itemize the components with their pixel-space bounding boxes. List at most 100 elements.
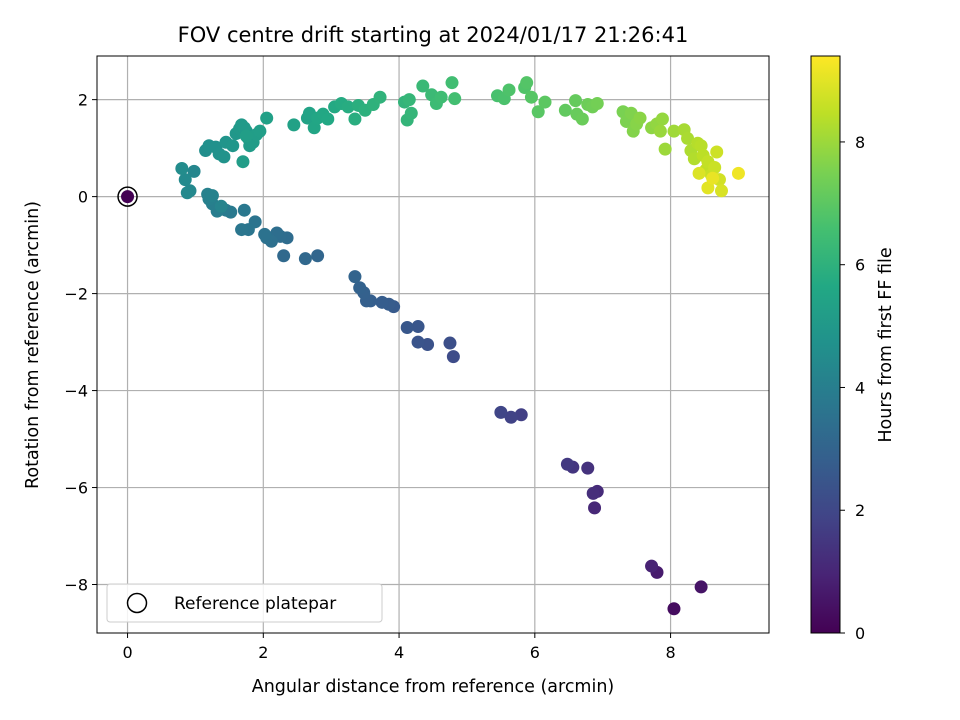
scatter-point bbox=[321, 112, 335, 126]
scatter-point bbox=[588, 501, 602, 515]
x-tick-label: 2 bbox=[258, 643, 268, 662]
y-tick-label: −4 bbox=[64, 382, 88, 401]
scatter-point bbox=[341, 100, 355, 114]
scatter-point bbox=[402, 93, 416, 107]
scatter-point bbox=[681, 131, 695, 145]
scatter-point bbox=[411, 335, 425, 349]
x-axis-label: Angular distance from reference (arcmin) bbox=[252, 677, 615, 697]
scatter-point bbox=[180, 186, 194, 200]
colorbar-ticks: 0 2 4 6 8 bbox=[840, 133, 865, 643]
scatter-point bbox=[586, 486, 600, 500]
scatter-point bbox=[710, 145, 724, 159]
scatter-point bbox=[175, 161, 189, 175]
scatter-point bbox=[694, 580, 708, 594]
scatter-point bbox=[311, 249, 325, 263]
y-tick-label: 2 bbox=[78, 91, 88, 110]
y-tick-label: −8 bbox=[64, 576, 88, 595]
scatter-point bbox=[434, 90, 448, 104]
scatter-point bbox=[708, 161, 722, 175]
scatter-point bbox=[287, 118, 301, 132]
scatter-point bbox=[731, 166, 745, 180]
scatter-point bbox=[560, 457, 574, 471]
chart-title: FOV centre drift starting at 2024/01/17 … bbox=[178, 23, 689, 47]
legend-label-reference: Reference platepar bbox=[174, 594, 336, 614]
reference-platepar-marker bbox=[117, 186, 138, 207]
scatter-point bbox=[205, 189, 219, 203]
legend: Reference platepar bbox=[106, 583, 383, 623]
x-tick-label: 6 bbox=[530, 643, 540, 662]
x-axis-ticks: 0 2 4 6 8 bbox=[122, 633, 676, 662]
y-axis-ticks: −8 −6 −4 −2 0 2 bbox=[64, 91, 97, 595]
scatter-point bbox=[531, 105, 545, 119]
colorbar-tick-label: 8 bbox=[855, 133, 865, 152]
scatter-point bbox=[575, 112, 589, 126]
scatter-point bbox=[658, 142, 672, 156]
scatter-point bbox=[187, 164, 201, 178]
scatter-point bbox=[645, 559, 659, 573]
scatter-point bbox=[446, 350, 460, 364]
scatter-point bbox=[694, 139, 708, 153]
scatter-point bbox=[353, 281, 367, 295]
scatter-point bbox=[217, 150, 231, 164]
scatter-point bbox=[298, 252, 312, 266]
x-tick-label: 4 bbox=[394, 643, 404, 662]
scatter-point bbox=[226, 139, 240, 153]
y-tick-label: 0 bbox=[78, 188, 88, 207]
colorbar-tick-label: 0 bbox=[855, 624, 865, 643]
colorbar-tick-label: 4 bbox=[855, 378, 865, 397]
colorbar-tick-label: 2 bbox=[855, 501, 865, 520]
scatter-point bbox=[416, 79, 430, 93]
scatter-point bbox=[520, 76, 534, 90]
scatter-point bbox=[667, 602, 681, 616]
y-tick-label: −6 bbox=[64, 479, 88, 498]
scatter-point bbox=[400, 321, 414, 335]
scatter-point bbox=[502, 83, 516, 97]
legend-marker-reference bbox=[126, 592, 148, 614]
scatter-point bbox=[411, 320, 425, 334]
scatter-point bbox=[235, 223, 249, 237]
scatter-point bbox=[653, 124, 667, 138]
scatter-point bbox=[214, 199, 228, 213]
scatter-point bbox=[178, 173, 192, 187]
scatter-point bbox=[701, 181, 715, 195]
scatter-point bbox=[514, 408, 528, 422]
scatter-point bbox=[581, 461, 595, 475]
colorbar-tick-label: 6 bbox=[855, 256, 865, 275]
scatter-point bbox=[260, 111, 274, 125]
plot-frame bbox=[96, 55, 770, 634]
scatter-point bbox=[504, 410, 518, 424]
scatter-point bbox=[404, 106, 418, 120]
scatter-point bbox=[448, 92, 462, 106]
x-tick-label: 0 bbox=[122, 643, 132, 662]
legend-box bbox=[106, 583, 383, 623]
scatter-point bbox=[706, 171, 720, 185]
scatter-point bbox=[494, 405, 508, 419]
scatter-point bbox=[239, 129, 253, 143]
scatter-point bbox=[277, 249, 291, 263]
scatter-point bbox=[538, 95, 552, 109]
colorbar-gradient bbox=[810, 55, 841, 634]
colorbar-label: Hours from first FF file bbox=[876, 247, 896, 442]
scatter-point bbox=[558, 103, 572, 117]
scatter-point bbox=[655, 112, 669, 126]
scatter-point bbox=[237, 203, 251, 217]
scatter-point bbox=[569, 94, 583, 108]
scatter-point bbox=[633, 111, 647, 125]
scatter-point bbox=[253, 124, 267, 138]
scatter-point bbox=[375, 295, 389, 309]
scatter-point bbox=[445, 76, 459, 90]
scatter-point bbox=[714, 184, 728, 198]
scatter-point bbox=[121, 190, 135, 204]
scatter-point bbox=[348, 112, 362, 126]
scatter-point bbox=[692, 166, 706, 180]
scatter-point bbox=[348, 270, 362, 284]
x-tick-label: 8 bbox=[665, 643, 675, 662]
scatter-point bbox=[258, 227, 272, 241]
scatter-point bbox=[236, 155, 250, 169]
scatter-point bbox=[667, 124, 681, 138]
y-tick-label: −2 bbox=[64, 285, 88, 304]
scatter-point bbox=[524, 90, 538, 104]
scatter-point bbox=[590, 97, 604, 111]
y-axis-label: Rotation from reference (arcmin) bbox=[23, 201, 43, 489]
